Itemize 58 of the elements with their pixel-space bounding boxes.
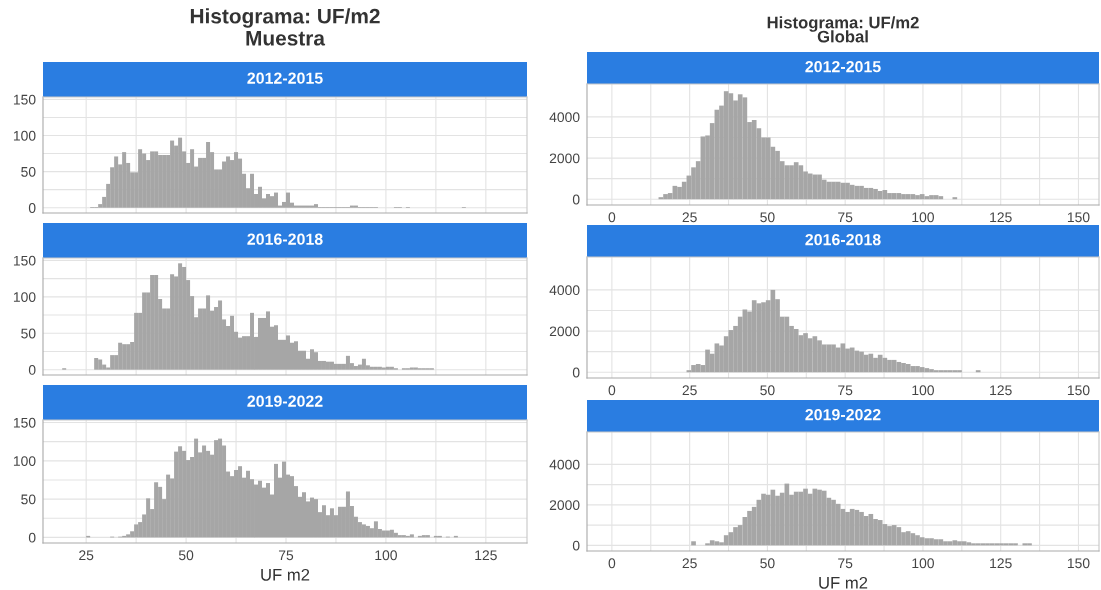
x-tick-label: 50 — [760, 558, 775, 569]
x-tick-label: 50 — [760, 212, 775, 223]
x-tick-label: 100 — [375, 550, 397, 561]
text: Histograma: UF/m2 — [190, 8, 380, 28]
y-tick-label: 4000 — [549, 112, 580, 123]
chart-title: 2012-2015 — [805, 60, 881, 73]
x-tick-label: 25 — [682, 558, 697, 569]
x-tick-label: 0 — [608, 385, 616, 396]
chart-title: 2019-2022 — [805, 408, 881, 421]
y-tick-label: 0 — [572, 367, 580, 378]
y-tick-label: 0 — [28, 365, 36, 375]
x-tick-label: 150 — [1067, 212, 1090, 223]
chart-title: 2012-2015 — [247, 72, 323, 84]
y-tick-label: 150 — [13, 94, 36, 105]
y-tick-label: 2000 — [549, 326, 580, 337]
x-tick-label: 75 — [838, 385, 853, 396]
x-tick-label: 50 — [760, 385, 775, 396]
x-tick-label: 0 — [608, 212, 616, 223]
y-tick-label: 50 — [21, 494, 36, 505]
text: Global — [817, 30, 868, 43]
x-axis-title: UF m2 — [261, 568, 310, 581]
y-tick-label: 2000 — [549, 500, 580, 511]
x-tick-label: 125 — [475, 550, 497, 561]
y-tick-label: 150 — [13, 417, 36, 428]
y-tick-label: 100 — [13, 456, 36, 466]
y-tick-label: 50 — [21, 328, 36, 339]
y-tick-label: 4000 — [549, 459, 580, 470]
x-tick-label: 0 — [608, 558, 616, 569]
x-tick-label: 100 — [912, 558, 934, 569]
y-tick-label: 0 — [28, 203, 36, 213]
text: Muestra — [246, 31, 326, 46]
x-tick-label: 100 — [912, 212, 934, 223]
x-tick-label: 125 — [990, 558, 1012, 569]
y-tick-label: 2000 — [549, 153, 580, 164]
y-tick-label: 0 — [28, 532, 36, 543]
x-tick-label: 50 — [178, 550, 194, 561]
y-tick-label: 150 — [13, 255, 36, 266]
chart-title: 2019-2022 — [247, 395, 323, 407]
y-tick-label: 0 — [572, 540, 580, 551]
x-tick-label: 25 — [79, 550, 94, 561]
x-tick-label: 75 — [838, 212, 853, 223]
x-axis-title: UF m2 — [819, 576, 868, 589]
y-tick-label: 4000 — [549, 285, 580, 296]
y-tick-label: 100 — [13, 130, 36, 141]
y-tick-label: 50 — [21, 166, 36, 177]
x-tick-label: 150 — [1067, 558, 1090, 569]
x-tick-label: 150 — [1067, 385, 1090, 396]
chart-title: 2016-2018 — [247, 233, 323, 245]
x-tick-label: 100 — [912, 385, 934, 396]
y-tick-label: 100 — [13, 292, 36, 302]
x-tick-label: 125 — [990, 212, 1012, 223]
x-tick-label: 75 — [278, 550, 294, 561]
x-tick-label: 25 — [682, 212, 697, 223]
x-tick-label: 25 — [682, 385, 697, 396]
x-tick-label: 125 — [990, 385, 1012, 396]
x-tick-label: 75 — [838, 558, 853, 569]
chart-title: 2016-2018 — [805, 233, 881, 246]
y-tick-label: 0 — [572, 194, 580, 205]
